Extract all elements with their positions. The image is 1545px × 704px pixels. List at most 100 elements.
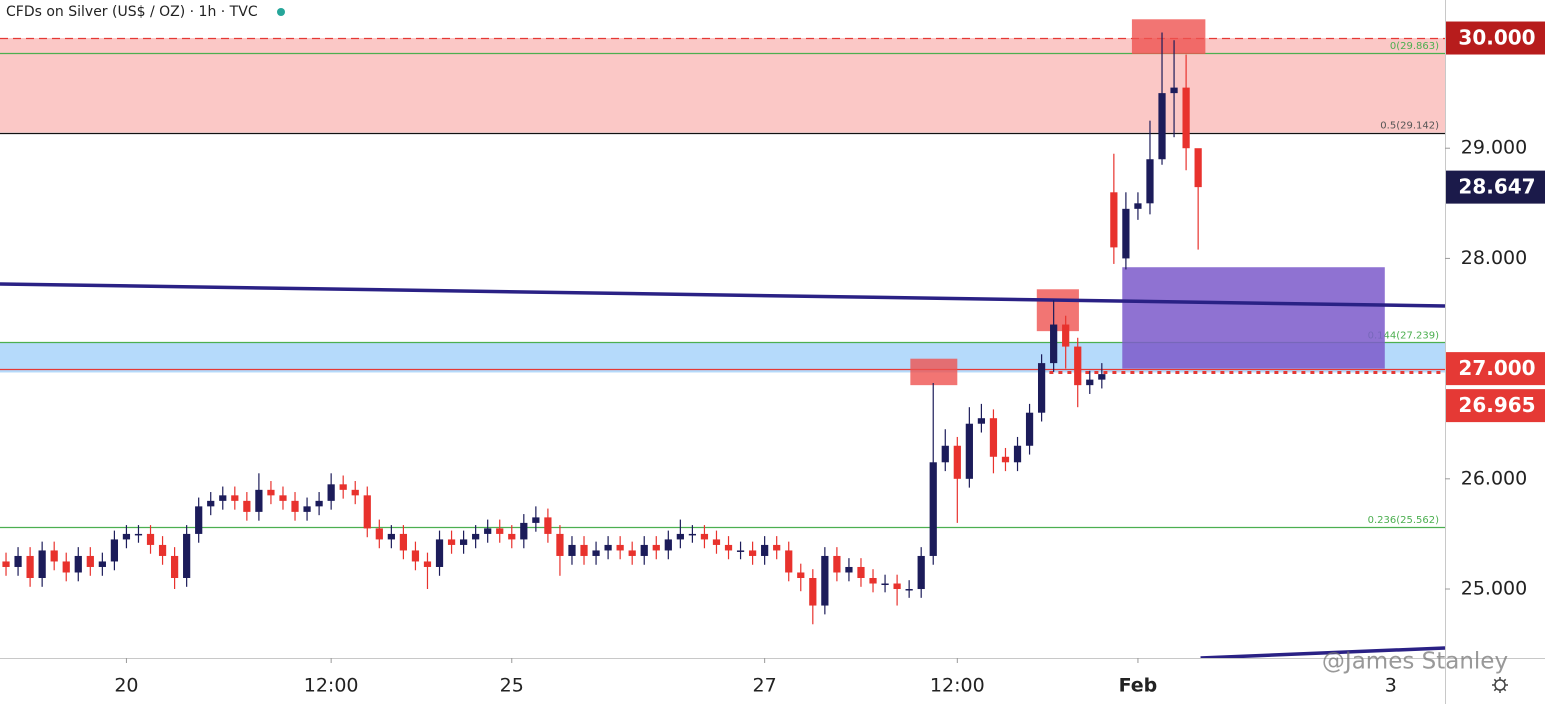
x-tick-label: 20 [114, 675, 138, 697]
candle-body [122, 533, 131, 540]
candle-body [977, 418, 986, 424]
candle-body [38, 550, 46, 578]
candle-body [785, 550, 793, 573]
candle-body [267, 489, 275, 496]
candle-body [664, 539, 672, 551]
highlight-box [1122, 267, 1385, 369]
candle-body [399, 533, 408, 551]
candle-body [1050, 324, 1058, 364]
candle-body [62, 561, 70, 573]
candle-body [700, 533, 709, 540]
candle-body [604, 544, 612, 551]
candle-body [74, 555, 82, 573]
candle-body [110, 539, 119, 562]
candle-body [411, 550, 420, 562]
candle-body [2, 561, 10, 567]
candle-body [1062, 324, 1070, 347]
candle-body [291, 500, 299, 512]
candle-body [748, 550, 757, 556]
candle-body [1146, 159, 1154, 204]
candle-body [1025, 412, 1034, 446]
candle-body [327, 484, 335, 501]
candle-body [989, 418, 998, 457]
candle-body [1086, 379, 1094, 386]
x-tick-label: 12:00 [304, 675, 359, 697]
candle-body [676, 533, 684, 540]
candle-body [146, 533, 155, 545]
candle-body [1074, 346, 1082, 386]
candle-body [797, 572, 805, 578]
candle-body [1158, 93, 1166, 160]
trendline [0, 282, 1445, 308]
candle-body [496, 528, 504, 534]
candle-body [869, 577, 877, 584]
candle-body [339, 484, 347, 490]
candle-body [195, 506, 203, 534]
candle-body [544, 517, 552, 534]
candle-body [532, 517, 540, 523]
candle-body [881, 583, 889, 586]
candle-body [724, 544, 733, 551]
candle-body [1013, 445, 1022, 463]
candle-body [616, 544, 624, 551]
candle-body [905, 589, 913, 591]
candle-body [652, 544, 660, 551]
price-marker-label: 26.965 [1458, 393, 1535, 417]
y-tick-label: 29.000 [1461, 137, 1527, 159]
candle-body [929, 462, 937, 556]
fib-label: 0.236(25.562) [1368, 515, 1440, 526]
candle-body [183, 533, 191, 578]
candle-body [459, 539, 468, 545]
y-tick-label: 25.000 [1461, 578, 1527, 600]
candle-body [592, 550, 600, 556]
candle-body [845, 566, 853, 573]
candle-body [809, 577, 817, 606]
candle-body [917, 555, 925, 590]
candle-body [688, 533, 697, 536]
candle-body [134, 533, 143, 536]
candle-body [893, 583, 901, 590]
highlight-box [1036, 289, 1079, 332]
candle-body [1182, 87, 1190, 149]
settings-icon[interactable] [1492, 677, 1508, 693]
candle-body [14, 555, 22, 567]
candle-body [243, 500, 251, 512]
candle-body [1037, 363, 1046, 413]
candle-body [435, 539, 444, 567]
candle-body [98, 561, 106, 567]
candle-body [941, 445, 949, 463]
y-tick-label: 28.000 [1461, 247, 1527, 269]
highlight-box [910, 358, 958, 386]
price-marker-label: 28.647 [1458, 175, 1535, 199]
candle-body [387, 533, 395, 540]
candle-body [508, 533, 516, 540]
candle-body [231, 495, 239, 501]
candle-body [315, 500, 323, 507]
plot-area: 0(29.863) 0.5(29.142) 0.144(27.239) 0.236(2… [0, 19, 1445, 658]
candle-body [628, 550, 636, 556]
candle-body [1122, 208, 1130, 259]
price-marker-label: 30.000 [1458, 26, 1535, 50]
candle-body [520, 522, 528, 540]
fib-label: 0.5(29.142) [1380, 121, 1439, 132]
candle-body [773, 544, 781, 551]
candle-body [351, 489, 359, 496]
candle-body [1110, 192, 1118, 248]
candle-body [279, 495, 287, 501]
candle-body [447, 539, 456, 545]
candle-body [1098, 374, 1106, 380]
price-marker [1446, 352, 1545, 386]
candle-body [303, 506, 311, 512]
fib-label: 0.144(27.239) [1368, 330, 1440, 341]
candle-body [712, 539, 721, 545]
x-tick-label: 3 [1385, 675, 1397, 697]
price-marker [1446, 21, 1545, 55]
candle-body [556, 533, 564, 556]
price-marker-label: 27.000 [1458, 356, 1535, 380]
x-tick-label: 27 [753, 675, 777, 697]
x-tick-label: Feb [1119, 675, 1158, 697]
candle-body [158, 544, 167, 556]
candle-body [1001, 456, 1010, 463]
candle-body [580, 544, 588, 556]
